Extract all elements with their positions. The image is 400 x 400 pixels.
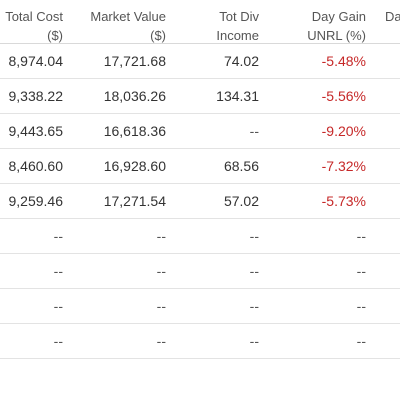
table-row[interactable]: 9,259.46 17,271.54 57.02 -5.73% <box>0 184 400 219</box>
cell-day-gain-unrl: -5.56% <box>321 88 366 104</box>
cell-total-cost: 8,974.04 <box>8 53 64 69</box>
cell-total-cost: -- <box>53 333 63 349</box>
cell-tot-div-income: -- <box>249 228 259 244</box>
table-body: 8,974.04 17,721.68 74.02 -5.48% 9,338.22 18,0… <box>0 44 400 359</box>
cell-tot-div-income: -- <box>249 298 259 314</box>
table-header-row: Total Cost ($) Market Value ($) Tot Div … <box>0 0 400 44</box>
column-header-total-cost[interactable]: Total Cost ($) <box>5 9 63 43</box>
column-header-day-gain-unrl[interactable]: Day Gain UNRL (%) <box>307 9 366 43</box>
table-row[interactable]: -- -- -- -- <box>0 254 400 289</box>
cell-market-value: -- <box>156 228 166 244</box>
cell-tot-div-income: -- <box>249 263 259 279</box>
cell-total-cost: 9,443.65 <box>8 123 64 139</box>
column-header-tot-div-income[interactable]: Tot Div Income <box>216 9 259 43</box>
cell-total-cost: -- <box>53 228 63 244</box>
cell-tot-div-income: 74.02 <box>223 53 259 69</box>
cell-tot-div-income: 134.31 <box>216 88 259 104</box>
cell-day-gain-unrl: -- <box>356 298 366 314</box>
cell-day-gain-unrl: -7.32% <box>321 158 366 174</box>
table-row[interactable]: -- -- -- -- <box>0 324 400 359</box>
table-row[interactable]: -- -- -- -- <box>0 289 400 324</box>
cell-day-gain-unrl: -- <box>356 333 366 349</box>
cell-total-cost: -- <box>53 263 63 279</box>
table-row[interactable]: 8,460.60 16,928.60 68.56 -7.32% <box>0 149 400 184</box>
cell-market-value: -- <box>156 298 166 314</box>
cell-day-gain-unrl: -9.20% <box>321 123 366 139</box>
cell-total-cost: -- <box>53 298 63 314</box>
table-row[interactable]: 9,338.22 18,036.26 134.31 -5.56% <box>0 79 400 114</box>
cell-tot-div-income: -- <box>249 333 259 349</box>
cell-tot-div-income: -- <box>249 123 259 139</box>
cell-market-value: 16,618.36 <box>103 123 166 139</box>
cell-day-gain-unrl: -- <box>356 228 366 244</box>
cell-day-gain-unrl: -5.73% <box>321 193 366 209</box>
cell-market-value: 16,928.60 <box>103 158 166 174</box>
column-header-partial[interactable]: Da <box>385 9 400 24</box>
table-row[interactable]: -- -- -- -- <box>0 219 400 254</box>
table-row[interactable]: 8,974.04 17,721.68 74.02 -5.48% <box>0 44 400 79</box>
cell-market-value: -- <box>156 263 166 279</box>
cell-day-gain-unrl: -5.48% <box>321 53 366 69</box>
cell-market-value: 17,271.54 <box>103 193 166 209</box>
cell-day-gain-unrl: -- <box>356 263 366 279</box>
cell-market-value: 18,036.26 <box>103 88 166 104</box>
cell-tot-div-income: 57.02 <box>223 193 259 209</box>
column-header-market-value[interactable]: Market Value ($) <box>90 9 166 43</box>
table-row[interactable]: 9,443.65 16,618.36 -- -9.20% <box>0 114 400 149</box>
cell-market-value: 17,721.68 <box>103 53 166 69</box>
cell-market-value: -- <box>156 333 166 349</box>
cell-total-cost: 9,259.46 <box>8 193 64 209</box>
cell-tot-div-income: 68.56 <box>223 158 259 174</box>
cell-total-cost: 9,338.22 <box>8 88 64 104</box>
cell-total-cost: 8,460.60 <box>8 158 64 174</box>
